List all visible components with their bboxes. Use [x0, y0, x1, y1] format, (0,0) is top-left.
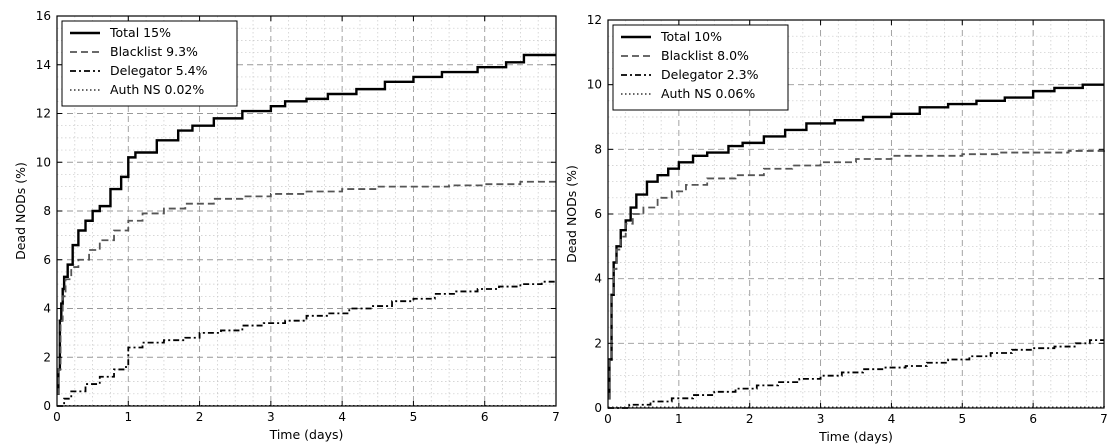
x-tick-label: 2: [196, 410, 204, 424]
y-tick-label: 4: [43, 302, 51, 316]
y-tick-label: 6: [594, 207, 602, 221]
x-tick-label: 5: [410, 410, 418, 424]
x-tick-label: 3: [817, 412, 825, 426]
y-tick-label: 10: [587, 78, 602, 92]
legend-label: Total 10%: [660, 29, 722, 44]
series-line-dashdot: [57, 280, 556, 407]
y-tick-label: 0: [594, 401, 602, 415]
y-tick-label: 10: [36, 155, 51, 169]
x-tick-label: 0: [604, 412, 612, 426]
x-tick-label: 4: [888, 412, 896, 426]
legend: Total 10% Blacklist 8.0% Delegator 2.3% Aut…: [612, 24, 789, 111]
series-line-solid: [608, 83, 1104, 400]
legend-label: Auth NS 0.02%: [110, 82, 204, 97]
series-line-dotted: [608, 406, 1105, 409]
y-tick-label: 2: [594, 336, 602, 350]
x-axis-label: Time (days): [269, 427, 344, 442]
legend-label: Delegator 2.3%: [661, 67, 759, 82]
legend-label: Total 15%: [109, 25, 171, 40]
legend-box: [61, 20, 238, 107]
x-tick-label: 5: [958, 412, 966, 426]
y-tick-label: 4: [594, 272, 602, 286]
legend-box: [612, 24, 789, 111]
legend: Total 15% Blacklist 9.3% Delegator 5.4% Aut…: [61, 20, 238, 107]
x-tick-label: 0: [53, 410, 61, 424]
legend-label: Blacklist 8.0%: [661, 48, 749, 63]
x-tick-label: 3: [267, 410, 275, 424]
x-tick-label: 7: [552, 410, 560, 424]
y-tick-label: 6: [43, 253, 51, 267]
y-tick-label: 12: [36, 107, 51, 121]
x-axis-label: Time (days): [818, 429, 893, 444]
x-tick-label: 6: [1029, 412, 1037, 426]
series-line-dashed: [57, 180, 557, 395]
y-tick-label: 14: [36, 58, 51, 72]
y-tick-label: 0: [43, 399, 51, 413]
legend-label: Blacklist 9.3%: [110, 44, 198, 59]
x-tick-label: 1: [675, 412, 683, 426]
y-tick-label: 16: [36, 9, 51, 23]
legend-label: Delegator 5.4%: [110, 63, 208, 78]
series-line-solid: [57, 53, 556, 396]
y-tick-label: 8: [594, 142, 602, 156]
series-line-dashdot: [608, 339, 1104, 409]
x-tick-label: 7: [1100, 412, 1108, 426]
x-tick-label: 6: [481, 410, 489, 424]
y-tick-label: 2: [43, 350, 51, 364]
series-line-dashed: [608, 149, 1105, 400]
x-tick-label: 4: [338, 410, 346, 424]
legend-label: Auth NS 0.06%: [661, 86, 755, 101]
y-axis-label: Dead NODs (%): [564, 165, 579, 263]
y-tick-label: 8: [43, 204, 51, 218]
x-tick-label: 2: [746, 412, 754, 426]
x-tick-label: 1: [124, 410, 132, 424]
y-tick-label: 12: [587, 13, 602, 27]
y-axis-label: Dead NODs (%): [13, 162, 28, 260]
